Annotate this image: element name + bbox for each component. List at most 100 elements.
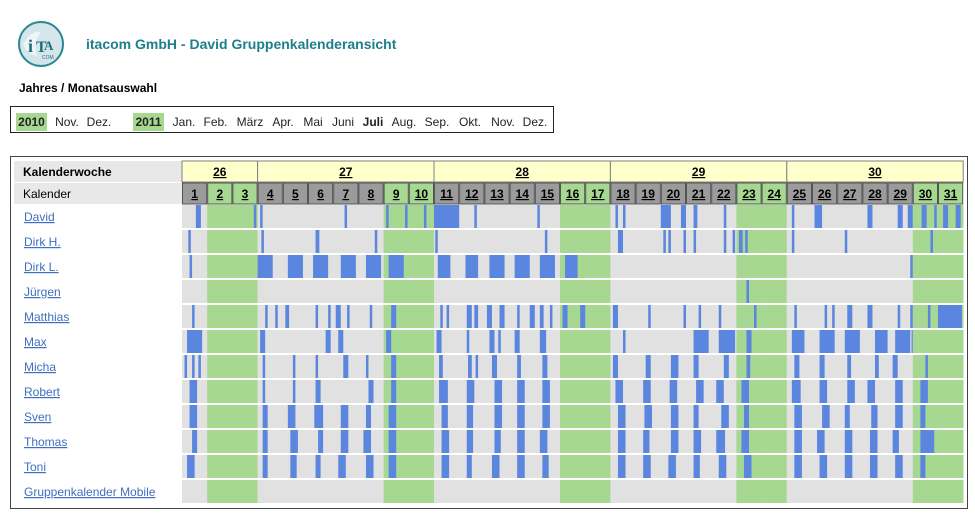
day-link-27[interactable]: 27	[843, 187, 857, 201]
day-link-1[interactable]: 1	[191, 187, 198, 201]
appointment-block[interactable]	[188, 230, 191, 253]
appointment-block[interactable]	[623, 205, 626, 228]
appointment-block[interactable]	[615, 205, 618, 228]
appointment-block[interactable]	[262, 430, 268, 453]
appointment-block[interactable]	[340, 430, 349, 453]
appointment-block[interactable]	[542, 380, 550, 403]
appointment-block[interactable]	[925, 355, 928, 378]
month-2011-juli-current[interactable]: Juli	[362, 115, 384, 129]
appointment-block[interactable]	[615, 380, 623, 403]
month-2011-apr[interactable]: Apr.	[272, 115, 294, 129]
week-link-28[interactable]: 28	[516, 165, 530, 179]
day-link-28[interactable]: 28	[868, 187, 882, 201]
appointment-block[interactable]	[693, 230, 697, 253]
appointment-block[interactable]	[580, 305, 586, 328]
calendar-user-link[interactable]: David	[24, 210, 55, 224]
day-link-9[interactable]: 9	[393, 187, 400, 201]
appointment-block[interactable]	[388, 455, 397, 478]
appointment-block[interactable]	[847, 355, 852, 378]
day-link-7[interactable]: 7	[342, 187, 349, 201]
day-link-22[interactable]: 22	[717, 187, 731, 201]
appointment-block[interactable]	[529, 305, 535, 328]
appointment-block[interactable]	[388, 255, 404, 278]
appointment-block[interactable]	[549, 305, 553, 328]
appointment-block[interactable]	[499, 305, 505, 328]
appointment-block[interactable]	[189, 380, 198, 403]
appointment-block[interactable]	[368, 380, 374, 403]
appointment-block[interactable]	[934, 205, 937, 228]
appointment-block[interactable]	[746, 330, 752, 353]
appointment-block[interactable]	[895, 405, 903, 428]
appointment-block[interactable]	[875, 330, 888, 353]
appointment-block[interactable]	[819, 455, 828, 478]
appointment-block[interactable]	[817, 430, 825, 453]
day-link-4[interactable]: 4	[267, 187, 274, 201]
appointment-block[interactable]	[539, 255, 555, 278]
appointment-block[interactable]	[184, 355, 188, 378]
appointment-block[interactable]	[542, 355, 548, 378]
appointment-block[interactable]	[718, 330, 736, 353]
appointment-block[interactable]	[867, 205, 873, 228]
appointment-block[interactable]	[698, 305, 702, 328]
appointment-block[interactable]	[791, 330, 805, 353]
appointment-block[interactable]	[315, 455, 321, 478]
appointment-block[interactable]	[718, 305, 722, 328]
day-link-24[interactable]: 24	[768, 187, 782, 201]
appointment-block[interactable]	[660, 205, 671, 228]
appointment-block[interactable]	[369, 305, 373, 328]
appointment-block[interactable]	[494, 405, 503, 428]
appointment-block[interactable]	[498, 330, 501, 353]
appointment-block[interactable]	[325, 330, 331, 353]
appointment-block[interactable]	[542, 405, 550, 428]
appointment-block[interactable]	[365, 355, 369, 378]
appointment-block[interactable]	[386, 205, 389, 228]
appointment-block[interactable]	[643, 455, 651, 478]
appointment-block[interactable]	[338, 330, 344, 353]
appointment-block[interactable]	[643, 380, 651, 403]
appointment-block[interactable]	[645, 355, 651, 378]
appointment-block[interactable]	[897, 205, 903, 228]
appointment-block[interactable]	[466, 380, 475, 403]
appointment-block[interactable]	[365, 405, 371, 428]
appointment-block[interactable]	[517, 455, 525, 478]
calendar-user-link[interactable]: Jürgen	[24, 285, 61, 299]
appointment-block[interactable]	[683, 305, 686, 328]
appointment-block[interactable]	[819, 380, 828, 403]
day-link-14[interactable]: 14	[516, 187, 530, 201]
day-link-15[interactable]: 15	[541, 187, 555, 201]
day-link-29[interactable]: 29	[894, 187, 908, 201]
appointment-block[interactable]	[663, 230, 666, 253]
appointment-block[interactable]	[920, 405, 926, 428]
appointment-block[interactable]	[539, 305, 544, 328]
appointment-block[interactable]	[741, 380, 749, 403]
year-2011-button[interactable]: 2011	[133, 113, 164, 131]
appointment-block[interactable]	[315, 355, 319, 378]
appointment-block[interactable]	[260, 330, 266, 353]
appointment-block[interactable]	[260, 205, 263, 228]
appointment-block[interactable]	[489, 330, 495, 353]
appointment-block[interactable]	[537, 205, 540, 228]
appointment-block[interactable]	[844, 430, 853, 453]
appointment-block[interactable]	[920, 455, 926, 478]
appointment-block[interactable]	[262, 405, 268, 428]
month-2010-dez[interactable]: Dez.	[86, 115, 112, 129]
appointment-block[interactable]	[648, 305, 651, 328]
appointment-block[interactable]	[253, 205, 257, 228]
appointment-block[interactable]	[494, 380, 503, 403]
appointment-block[interactable]	[292, 380, 296, 403]
appointment-block[interactable]	[494, 430, 501, 453]
appointment-block[interactable]	[262, 455, 268, 478]
appointment-block[interactable]	[363, 430, 371, 453]
appointment-block[interactable]	[791, 230, 795, 253]
appointment-block[interactable]	[721, 405, 729, 428]
appointment-block[interactable]	[440, 305, 443, 328]
appointment-block[interactable]	[832, 305, 835, 328]
appointment-block[interactable]	[391, 380, 397, 403]
day-link-10[interactable]: 10	[415, 187, 429, 201]
week-link-27[interactable]: 27	[339, 165, 353, 179]
appointment-block[interactable]	[794, 430, 802, 453]
appointment-block[interactable]	[867, 380, 875, 403]
appointment-block[interactable]	[195, 205, 201, 228]
appointment-block[interactable]	[491, 455, 500, 478]
appointment-block[interactable]	[738, 230, 743, 253]
